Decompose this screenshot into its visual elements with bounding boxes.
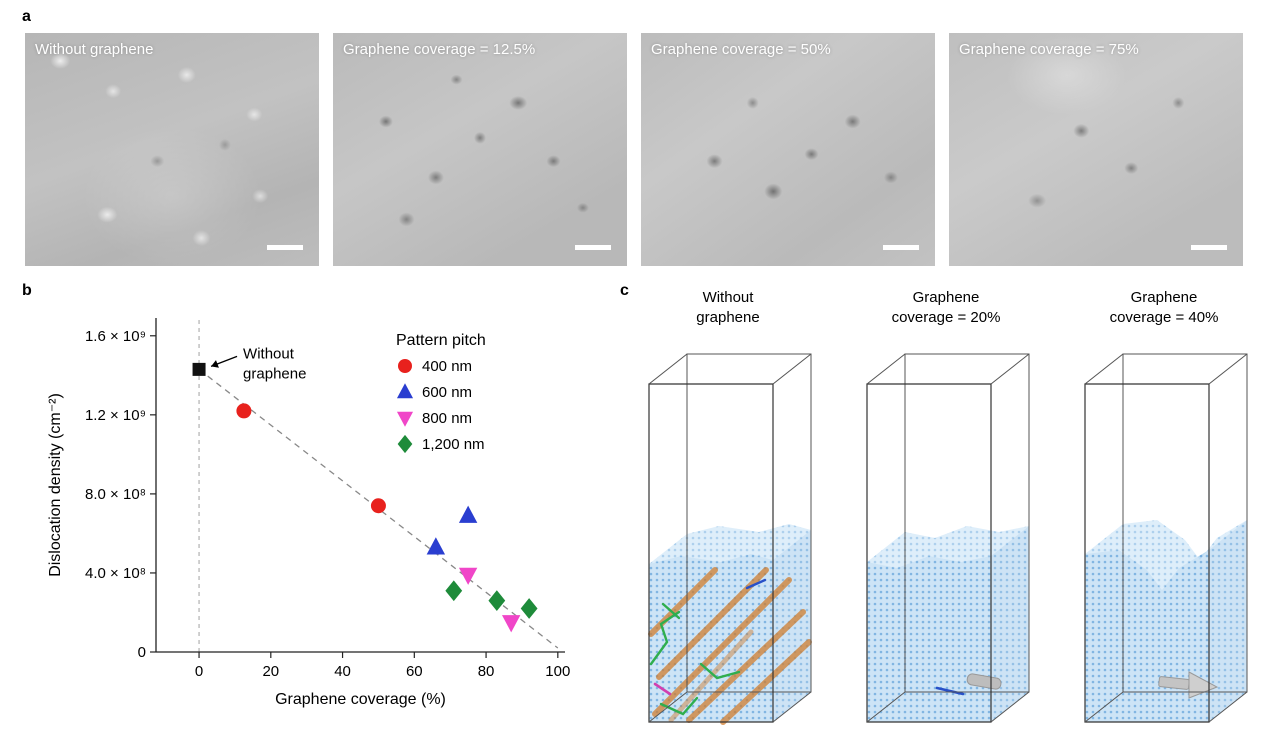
svg-text:600 nm: 600 nm [422, 384, 472, 401]
svg-text:Dislocation density (cm⁻²): Dislocation density (cm⁻²) [47, 393, 64, 577]
svg-text:Graphene coverage (%): Graphene coverage (%) [275, 691, 446, 708]
micrograph: Without graphene [25, 33, 319, 266]
micrograph-label: Graphene coverage = 12.5% [343, 41, 536, 58]
scale-bar [267, 245, 303, 250]
svg-text:800 nm: 800 nm [422, 410, 472, 427]
svg-text:0: 0 [138, 644, 146, 661]
simulation-label: Graphene coverage = 40% [1109, 289, 1219, 326]
svg-text:graphene: graphene [243, 365, 306, 382]
simulation-box-coverage-40 [1083, 353, 1247, 723]
panel-a-label: a [22, 8, 31, 25]
simulation-label: Graphene coverage = 20% [891, 289, 1001, 326]
svg-text:1.2 × 10⁹: 1.2 × 10⁹ [85, 407, 146, 424]
simulation-column: Graphene coverage = 40% [1064, 288, 1264, 727]
svg-text:80: 80 [478, 663, 495, 680]
svg-text:100: 100 [545, 663, 570, 680]
panel-a: Without graphene Graphene coverage = 12.… [25, 33, 1243, 266]
svg-text:40: 40 [334, 663, 351, 680]
micrograph-label: Without graphene [35, 41, 154, 58]
svg-text:1,200 nm: 1,200 nm [422, 436, 485, 453]
svg-text:Without: Without [243, 345, 295, 362]
svg-text:400 nm: 400 nm [422, 358, 472, 375]
svg-text:60: 60 [406, 663, 423, 680]
micrograph: Graphene coverage = 75% [949, 33, 1243, 266]
panel-b-label: b [22, 282, 32, 299]
svg-text:20: 20 [262, 663, 279, 680]
micrograph: Graphene coverage = 12.5% [333, 33, 627, 266]
panel-c: Without graphene Graphene coverage = 20%… [628, 288, 1264, 727]
scale-bar [1191, 245, 1227, 250]
dislocation-density-chart: 0 20 40 60 80 100 0 4.0 × 10⁸ 8.0 × 10⁸ 1.2 × 10⁹… [47, 318, 570, 708]
svg-text:1.6 × 10⁹: 1.6 × 10⁹ [85, 328, 146, 345]
simulation-column: Without graphene [628, 288, 828, 727]
svg-text:Pattern pitch: Pattern pitch [396, 332, 486, 349]
simulation-box-without-graphene [647, 353, 812, 725]
micrograph: Graphene coverage = 50% [641, 33, 935, 266]
micrograph-label: Graphene coverage = 50% [651, 41, 831, 58]
simulation-column: Graphene coverage = 20% [846, 288, 1046, 727]
svg-text:8.0 × 10⁸: 8.0 × 10⁸ [85, 486, 146, 503]
scale-bar [883, 245, 919, 250]
svg-text:0: 0 [195, 663, 203, 680]
simulation-label: Without graphene [696, 289, 760, 326]
panel-c-label: c [620, 282, 629, 299]
svg-text:4.0 × 10⁸: 4.0 × 10⁸ [85, 565, 146, 582]
panel-b: 0 20 40 60 80 100 0 4.0 × 10⁸ 8.0 × 10⁸ 1.2 × 10⁹… [38, 300, 583, 725]
simulation-box-coverage-20 [865, 353, 1029, 723]
micrograph-label: Graphene coverage = 75% [959, 41, 1139, 58]
scale-bar [575, 245, 611, 250]
